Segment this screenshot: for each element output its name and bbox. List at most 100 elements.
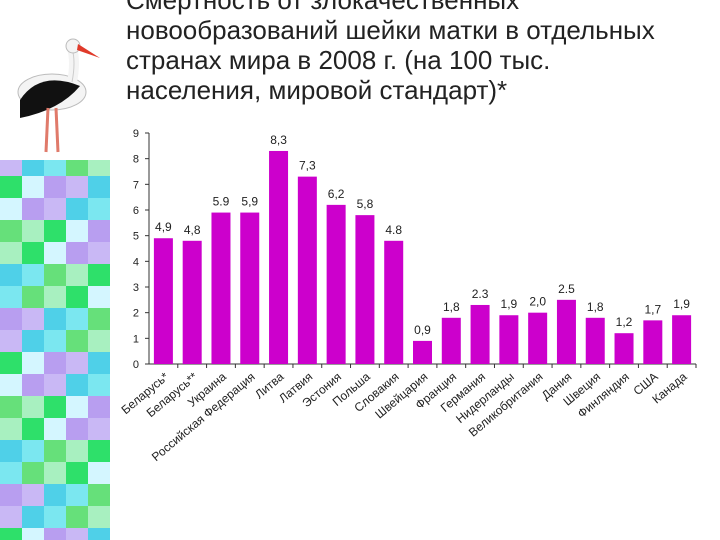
sidebar-tile (44, 352, 66, 374)
sidebar-tile (0, 484, 22, 506)
sidebar-tile (66, 528, 88, 540)
data-label: 5.9 (213, 195, 230, 209)
sidebar-tile (66, 374, 88, 396)
sidebar-tile (0, 330, 22, 352)
bar (412, 340, 433, 364)
sidebar-tile (0, 440, 22, 462)
sidebar-tile (66, 286, 88, 308)
sidebar-tile (44, 418, 66, 440)
sidebar-tile (44, 286, 66, 308)
bar (556, 299, 576, 364)
bar (499, 315, 519, 364)
sidebar-tile (66, 440, 88, 462)
sidebar-tile (88, 242, 110, 264)
y-tick-label: 0 (133, 359, 139, 371)
bar (182, 240, 202, 364)
sidebar-tile (44, 440, 66, 462)
bar (528, 312, 548, 364)
sidebar-tile (44, 264, 66, 286)
sidebar-tile (66, 220, 88, 242)
sidebar-tile (66, 242, 88, 264)
sidebar-tile (22, 418, 44, 440)
data-label: 0,9 (414, 323, 431, 337)
data-label: 1,9 (673, 297, 690, 311)
sidebar-tile (22, 440, 44, 462)
bar (269, 150, 289, 364)
data-label: 2.5 (558, 282, 575, 296)
sidebar-tile (22, 462, 44, 484)
sidebar-tile (22, 286, 44, 308)
sidebar-tile (66, 396, 88, 418)
y-tick-label: 7 (133, 179, 139, 191)
sidebar-tile (88, 374, 110, 396)
sidebar-tile (22, 330, 44, 352)
sidebar-tile (66, 198, 88, 220)
data-label: 4,8 (184, 223, 201, 237)
sidebar-tile (88, 484, 110, 506)
sidebar-tile (88, 440, 110, 462)
bar (355, 215, 375, 364)
bar (643, 320, 663, 364)
y-tick-label: 9 (133, 128, 139, 140)
sidebar-tile (0, 286, 22, 308)
sidebar-tile (88, 330, 110, 352)
y-tick-label: 6 (133, 205, 139, 217)
sidebar-tile (88, 528, 110, 540)
sidebar-tile (88, 352, 110, 374)
sidebar-tile (44, 462, 66, 484)
data-label: 1,8 (587, 300, 604, 314)
sidebar-tile (44, 374, 66, 396)
sidebar-tile (0, 528, 22, 540)
sidebar-tile (0, 198, 22, 220)
sidebar-tile (0, 242, 22, 264)
sidebar-tile (88, 308, 110, 330)
sidebar-tile (0, 462, 22, 484)
bar (211, 212, 231, 364)
sidebar-tile (88, 264, 110, 286)
bar (470, 304, 490, 364)
sidebar-tile (44, 528, 66, 540)
sidebar-tile (88, 396, 110, 418)
sidebar-tile (0, 308, 22, 330)
title-line-1: Смертность от злокачественных (126, 0, 520, 15)
data-label: 1,7 (644, 302, 661, 316)
sidebar-tile (44, 396, 66, 418)
sidebar-tile (22, 374, 44, 396)
sidebar-tile (22, 220, 44, 242)
sidebar-tile (44, 176, 66, 198)
sidebar-tile (22, 176, 44, 198)
bar (153, 238, 173, 364)
sidebar-tile (0, 418, 22, 440)
data-label: 6,2 (328, 187, 345, 201)
sidebar-tile (88, 176, 110, 198)
sidebar-tile (0, 264, 22, 286)
sidebar-tile (0, 506, 22, 528)
sidebar-tile (88, 506, 110, 528)
sidebar-tile (88, 220, 110, 242)
sidebar-tile (66, 418, 88, 440)
sidebar-tile (0, 176, 22, 198)
title-line-4: населения, мировой стандарт)* (126, 75, 508, 105)
data-label: 1,8 (443, 300, 460, 314)
sidebar-tile (22, 506, 44, 528)
y-tick-label: 3 (133, 282, 139, 294)
sidebar-tile (66, 176, 88, 198)
sidebar-tile (66, 330, 88, 352)
data-label: 2.3 (472, 287, 489, 301)
sidebar-tile (22, 264, 44, 286)
sidebar-tile (22, 396, 44, 418)
bar (326, 204, 346, 364)
y-tick-label: 8 (133, 154, 139, 166)
bar (672, 315, 692, 364)
sidebar-tile (66, 484, 88, 506)
sidebar-tile (0, 220, 22, 242)
sidebar-tile (22, 198, 44, 220)
sidebar-tile (88, 198, 110, 220)
sidebar-tile (66, 264, 88, 286)
data-label: 2,0 (529, 295, 546, 309)
bar (585, 317, 605, 364)
sidebar-tile (22, 352, 44, 374)
sidebar-tile (44, 308, 66, 330)
page-title: Смертность от злокачественных новообразо… (126, 0, 716, 105)
sidebar-tile (44, 242, 66, 264)
